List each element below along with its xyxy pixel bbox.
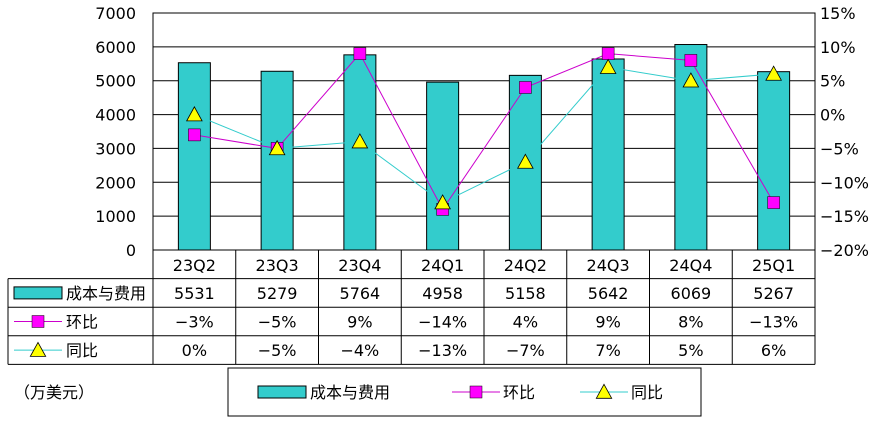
right-axis-tick-label: −10% <box>820 173 869 192</box>
table-cell: −13% <box>418 341 467 360</box>
table-cell: −5% <box>258 341 297 360</box>
point-qoq <box>767 196 780 209</box>
category-label: 23Q3 <box>256 256 299 275</box>
legend-label: 成本与费用 <box>310 383 390 402</box>
category-label: 25Q1 <box>752 256 795 275</box>
table-cell: 5764 <box>340 284 381 303</box>
table-row-label: 环比 <box>66 313 98 332</box>
table-cell: −14% <box>418 313 467 332</box>
right-axis-tick-label: −20% <box>820 241 869 260</box>
table-row-label: 同比 <box>66 341 98 360</box>
unit-label: （万美元） <box>14 383 94 402</box>
right-axis-tick-label: −5% <box>820 139 859 158</box>
point-yoy <box>434 194 452 210</box>
bar <box>426 81 460 251</box>
table-key-bar <box>13 286 63 300</box>
bar <box>260 70 294 251</box>
left-axis-tick-label: 2000 <box>95 173 136 192</box>
plot-frame <box>152 12 816 251</box>
right-axis-tick-label: 0% <box>820 106 845 125</box>
left-axis-tick-label: 7000 <box>95 4 136 23</box>
table-cell: 5531 <box>174 284 215 303</box>
category-label: 24Q2 <box>504 256 547 275</box>
legend-label: 同比 <box>631 383 663 402</box>
table-cell: 4958 <box>422 284 463 303</box>
point-qoq <box>188 128 201 142</box>
point-yoy <box>682 72 700 88</box>
table-cell: −3% <box>175 313 214 332</box>
table-cell: −5% <box>258 313 297 332</box>
point-qoq <box>684 54 698 67</box>
table-cell: 9% <box>595 313 620 332</box>
series-line <box>194 52 775 211</box>
table-cell: 8% <box>678 313 703 332</box>
table-cell: 6069 <box>671 284 712 303</box>
point-yoy <box>351 133 369 149</box>
bar <box>757 71 791 251</box>
right-axis-tick-label: 10% <box>820 38 856 57</box>
left-axis-tick-label: 4000 <box>95 106 136 125</box>
legend-key-marker <box>595 383 613 399</box>
point-qoq <box>601 47 615 60</box>
point-yoy <box>185 106 203 122</box>
table-cell: 5279 <box>257 284 298 303</box>
table-row-label: 成本与费用 <box>66 284 146 303</box>
legend-label: 环比 <box>503 383 535 402</box>
point-yoy <box>765 65 783 81</box>
table-cell: 5267 <box>753 284 794 303</box>
table-cell: 5642 <box>588 284 629 303</box>
right-axis-tick-label: 5% <box>820 72 845 91</box>
table-cell: 0% <box>182 341 207 360</box>
point-qoq <box>519 81 532 94</box>
bar <box>591 58 625 251</box>
category-label: 23Q2 <box>173 256 216 275</box>
right-axis-tick-label: 15% <box>820 4 856 23</box>
table-cell: 5158 <box>505 284 546 303</box>
left-axis-tick-label: 5000 <box>95 72 136 91</box>
table-cell: 9% <box>347 313 372 332</box>
table-cell: 7% <box>595 341 620 360</box>
legend-key-marker <box>469 385 483 399</box>
bar <box>177 62 211 251</box>
right-axis-tick-label: −15% <box>820 207 869 226</box>
table-cell: −7% <box>506 341 545 360</box>
table-cell: 6% <box>761 341 786 360</box>
series-line <box>194 66 774 204</box>
table-cell: −13% <box>749 313 798 332</box>
bar <box>343 54 377 251</box>
table-key-marker <box>31 315 45 328</box>
legend-key-bar <box>257 385 307 399</box>
left-axis-tick-label: 0 <box>126 241 136 260</box>
category-label: 24Q3 <box>587 256 630 275</box>
left-axis-tick-label: 6000 <box>95 38 136 57</box>
point-qoq <box>353 47 367 60</box>
point-yoy <box>516 153 534 169</box>
category-label: 24Q4 <box>669 256 712 275</box>
category-label: 23Q4 <box>338 256 381 275</box>
table-key-marker <box>29 341 47 357</box>
left-axis-tick-label: 3000 <box>95 139 136 158</box>
category-label: 24Q1 <box>421 256 464 275</box>
table-cell: 5% <box>678 341 703 360</box>
table-cell: −4% <box>340 341 379 360</box>
table-cell: 4% <box>513 313 538 332</box>
point-yoy <box>268 139 286 156</box>
point-yoy <box>599 58 617 74</box>
left-axis-tick-label: 1000 <box>95 207 136 226</box>
